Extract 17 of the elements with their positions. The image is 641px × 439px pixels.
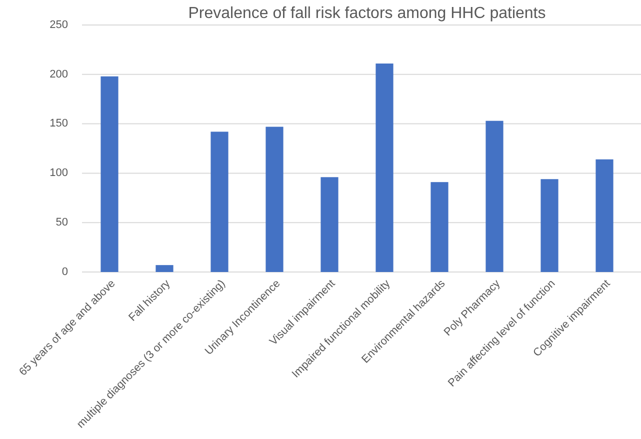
bar — [210, 132, 228, 272]
y-tick-label: 100 — [50, 167, 68, 180]
y-tick-label: 250 — [50, 18, 68, 31]
y-tick-label: 50 — [56, 216, 68, 229]
y-tick-label: 150 — [50, 118, 68, 130]
bar — [156, 265, 174, 272]
bar — [540, 179, 558, 272]
bar — [266, 126, 284, 272]
bar — [100, 76, 118, 272]
y-tick-label: 200 — [50, 68, 68, 80]
bar — [596, 159, 614, 272]
bar — [430, 182, 448, 272]
bar — [376, 64, 394, 272]
bar — [320, 177, 338, 272]
y-tick-label: 0 — [62, 266, 68, 278]
chart-title: Prevalence of fall risk factors among HHC patients — [188, 5, 546, 22]
bar — [486, 120, 504, 272]
